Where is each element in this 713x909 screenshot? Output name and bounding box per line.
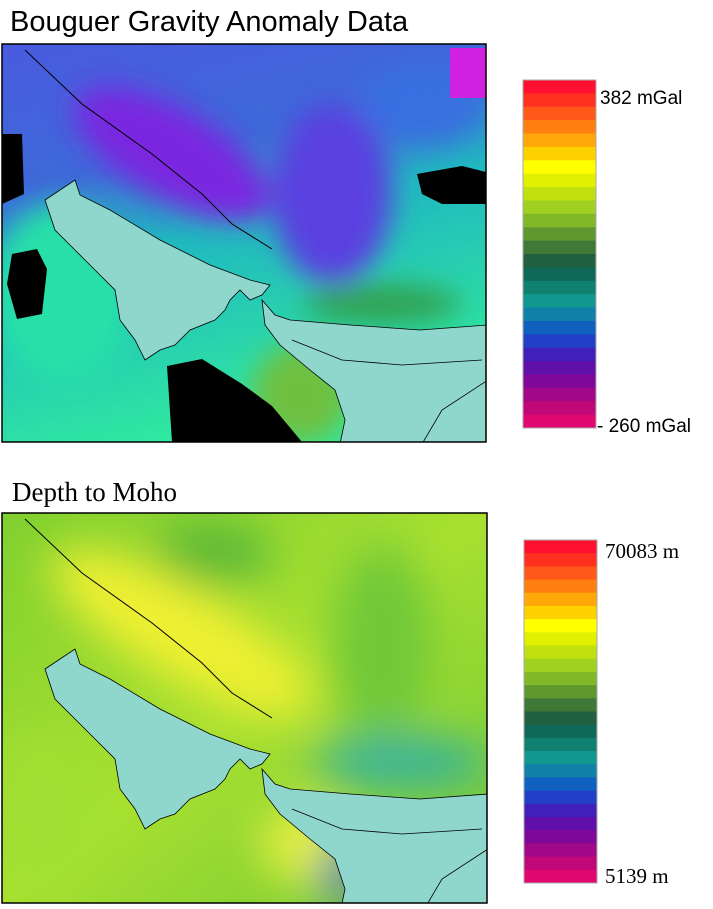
scale-stripe xyxy=(523,80,596,94)
scale-stripe xyxy=(524,605,597,620)
scale-stripe xyxy=(523,361,596,375)
scale-stripe xyxy=(523,120,596,135)
scale-stripe xyxy=(524,645,597,660)
scale-stripe xyxy=(523,374,596,389)
scale-max-label: 70083 m xyxy=(605,539,679,563)
scale-stripe xyxy=(523,387,596,402)
scale-frame xyxy=(522,79,597,429)
scale-stripe xyxy=(523,401,596,416)
scale-stripe xyxy=(523,133,596,148)
scale-stripe xyxy=(523,240,596,255)
scale-stripe xyxy=(524,579,597,594)
scale-stripe xyxy=(524,685,597,699)
scale-stripe xyxy=(524,671,597,686)
scale-stripe xyxy=(524,790,597,805)
gravity-map xyxy=(1,43,487,443)
scale-stripe xyxy=(524,658,597,673)
panel-title: Bouguer Gravity Anomaly Data xyxy=(10,6,409,38)
scale-max-label: 382 mGal xyxy=(600,88,682,109)
color-scale xyxy=(523,539,598,884)
scale-stripe xyxy=(524,711,597,726)
scale-stripe xyxy=(523,93,596,108)
scale-stripe xyxy=(524,724,597,739)
panel-title: Depth to Moho xyxy=(12,477,177,507)
scale-stripe xyxy=(524,737,597,752)
scale-stripe xyxy=(524,566,597,581)
scale-stripe xyxy=(524,751,597,765)
scale-frame xyxy=(523,539,598,884)
scale-stripe xyxy=(524,856,597,871)
scale-min-label: 5139 m xyxy=(605,864,669,888)
scale-stripe xyxy=(524,619,597,633)
scale-stripe xyxy=(524,817,597,831)
scale-stripe xyxy=(523,173,596,188)
scale-stripe xyxy=(523,213,596,228)
moho-map xyxy=(1,512,488,904)
scale-stripe xyxy=(523,187,596,201)
scale-stripe xyxy=(524,632,597,647)
scale-stripe xyxy=(523,320,596,335)
scale-stripe xyxy=(523,307,596,322)
scale-min-label: - 260 mGal xyxy=(597,416,691,437)
scale-stripe xyxy=(523,414,596,429)
scale-stripe xyxy=(523,267,596,282)
scale-stripe xyxy=(523,146,596,161)
scale-stripe xyxy=(523,294,596,309)
scale-stripe xyxy=(524,764,597,778)
scale-stripe xyxy=(524,869,597,884)
scale-stripe xyxy=(524,698,597,712)
scale-stripe xyxy=(524,540,597,554)
scale-stripe xyxy=(523,280,596,295)
scale-stripe xyxy=(523,227,596,242)
scale-stripe xyxy=(524,843,597,858)
scale-stripe xyxy=(523,334,596,349)
scale-stripe xyxy=(523,200,596,215)
scale-stripe xyxy=(523,160,596,175)
scale-stripe xyxy=(524,777,597,792)
color-scale xyxy=(522,79,597,429)
scale-stripe xyxy=(523,347,596,362)
scale-stripe xyxy=(524,830,597,844)
scale-stripe xyxy=(524,553,597,567)
scale-stripe xyxy=(524,803,597,818)
scale-stripe xyxy=(523,254,596,268)
scale-stripe xyxy=(524,592,597,607)
scale-stripe xyxy=(523,106,596,121)
